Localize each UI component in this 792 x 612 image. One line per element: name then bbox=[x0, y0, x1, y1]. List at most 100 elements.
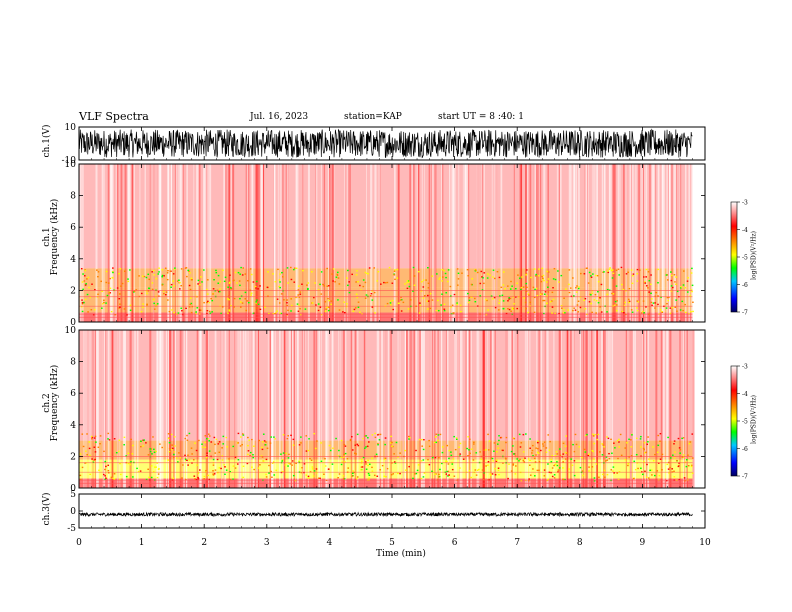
ch1-spectrogram-speckle bbox=[419, 302, 421, 304]
ch1-spectrogram-speckle bbox=[101, 307, 103, 309]
ch2-spectrogram-speckle bbox=[91, 458, 93, 460]
ch1-spectrogram-speckle bbox=[259, 308, 262, 311]
ch2-spectrogram-speckle bbox=[188, 432, 191, 435]
ch1-spectrogram-speckle bbox=[667, 299, 670, 302]
ch2-spectrogram-speckle bbox=[669, 457, 672, 459]
ch2-spectrogram-stripe bbox=[420, 330, 422, 488]
ch2-spectrogram-stripe bbox=[103, 330, 106, 488]
ch2-spectrogram-speckle bbox=[656, 470, 659, 472]
ch2-spectrogram-stripe bbox=[95, 330, 98, 488]
ch1-spectrogram-speckle bbox=[187, 269, 190, 272]
ch1-spectrogram-stripe bbox=[170, 164, 173, 322]
ch2-spectrogram-stripe bbox=[295, 330, 297, 488]
ch2-spectrogram-speckle bbox=[82, 445, 85, 448]
ch1-spectrogram-speckle bbox=[459, 304, 462, 307]
ch1-spectrogram-speckle bbox=[490, 295, 493, 297]
ch1-spectrogram-stripe bbox=[604, 164, 606, 322]
ch1-spectrogram-speckle bbox=[119, 303, 121, 305]
ch2-spectrogram-speckle bbox=[381, 464, 384, 467]
ch1-spectrogram-speckle bbox=[190, 277, 193, 280]
ch2-spectrogram-speckle bbox=[673, 476, 676, 478]
ch2-spectrogram-speckle bbox=[421, 445, 424, 447]
ch2-spectrogram-speckle bbox=[258, 439, 260, 442]
ch2-spectrogram-stripe bbox=[208, 330, 209, 488]
ch1-spectrogram-speckle bbox=[560, 307, 563, 309]
ch2-spectrogram-stripe bbox=[610, 330, 611, 488]
ch2-spectrogram-speckle bbox=[587, 454, 590, 457]
y-tick-label: 5 bbox=[70, 490, 76, 500]
ch1-spectrogram-speckle bbox=[630, 269, 633, 271]
ch2-spectrogram-stripe bbox=[364, 330, 366, 488]
ch1-spectrogram-speckle bbox=[256, 280, 258, 283]
ch2-spectrogram-speckle bbox=[550, 471, 552, 474]
ch2-spectrogram-stripe bbox=[579, 330, 582, 488]
ch1-spectrogram-speckle bbox=[293, 268, 295, 271]
ch1-spectrogram-speckle bbox=[222, 269, 224, 272]
ch2-spectrogram-speckle bbox=[229, 478, 232, 481]
ch1-spectrogram-speckle bbox=[543, 279, 545, 282]
ch1-spectrogram-speckle bbox=[119, 268, 122, 270]
ch2-spectrogram-speckle bbox=[491, 457, 494, 460]
ch2-spectrogram-stripe bbox=[173, 330, 176, 488]
ch2-spectrogram-speckle bbox=[672, 454, 674, 456]
ch2-spectrogram-speckle bbox=[635, 437, 638, 440]
ch2-spectrogram-stripe bbox=[364, 330, 366, 488]
ch2-spectrogram-speckle bbox=[447, 463, 450, 465]
ch2-spectrogram-speckle bbox=[512, 464, 514, 466]
ch2-spectrogram-speckle bbox=[684, 479, 686, 482]
ch2-spectrogram-stripe bbox=[134, 330, 136, 488]
ch1-spectrogram-stripe bbox=[393, 164, 396, 322]
ch1-spectrogram-speckle bbox=[647, 271, 650, 273]
ch1-spectrogram-speckle bbox=[152, 269, 155, 272]
ch1-spectrogram-speckle bbox=[597, 291, 599, 293]
ch2-spectrogram-speckle bbox=[507, 477, 509, 480]
ch2-spectrogram-speckle bbox=[450, 451, 452, 453]
ch1-spectrogram-speckle bbox=[189, 303, 192, 306]
ch2-spectrogram-stripe bbox=[96, 330, 100, 488]
ch2-spectrogram-stripe bbox=[440, 330, 442, 488]
ch1-spectrogram-speckle bbox=[500, 286, 503, 289]
ch2-spectrogram-stripe bbox=[252, 330, 255, 488]
ch1-spectrogram-speckle bbox=[552, 287, 554, 289]
ch1-spectrogram-speckle bbox=[552, 278, 555, 280]
ch1-spectrogram-speckle bbox=[314, 282, 316, 284]
ch2-spectrogram-speckle bbox=[364, 435, 366, 437]
ch2-spectrogram-speckle bbox=[445, 461, 447, 463]
ch1-spectrogram-stripe bbox=[491, 164, 493, 322]
ch1-spectrogram-speckle bbox=[357, 280, 359, 283]
ch2-spectrogram-speckle bbox=[582, 474, 584, 477]
ch1-spectrogram-speckle bbox=[319, 306, 322, 308]
ch2-spectrogram-speckle bbox=[173, 456, 175, 458]
ch1-spectrogram-speckle bbox=[153, 302, 155, 305]
ch1-spectrogram-speckle bbox=[494, 277, 496, 280]
ch2-spectrogram-speckle bbox=[497, 467, 500, 469]
ch2-spectrogram-speckle bbox=[570, 458, 573, 460]
ch1-spectrogram-speckle bbox=[307, 288, 309, 291]
ch2-spectrogram-stripe bbox=[313, 330, 316, 488]
ch1-spectrogram-stripe bbox=[667, 164, 669, 322]
ch1-spectrogram-speckle bbox=[600, 283, 603, 286]
ch1-spectrogram-stripe bbox=[669, 164, 671, 322]
ch2-spectrogram-stripe bbox=[629, 330, 632, 488]
ch2-spectrogram-speckle bbox=[547, 463, 549, 465]
ch1-spectrogram-stripe bbox=[398, 164, 400, 322]
ch2-spectrogram-speckle bbox=[222, 435, 225, 438]
ch2-spectrogram-stripe bbox=[279, 330, 281, 488]
ch1-spectrogram-speckle bbox=[632, 273, 635, 275]
ch1-spectrogram-speckle bbox=[127, 278, 129, 280]
ch2-spectrogram-stripe bbox=[156, 330, 158, 488]
ch1-spectrogram-speckle bbox=[101, 290, 103, 293]
ch2-spectrogram-speckle bbox=[685, 458, 688, 461]
ch1-spectrogram-speckle bbox=[568, 291, 571, 294]
ch1-spectrogram-speckle bbox=[547, 286, 549, 288]
ch2-spectrogram-speckle bbox=[559, 448, 561, 450]
ch1-spectrogram-stripe bbox=[132, 164, 134, 322]
ch2-spectrogram-speckle bbox=[448, 474, 450, 476]
ch2-spectrogram-speckle bbox=[94, 435, 97, 438]
ch1-spectrogram-speckle bbox=[627, 271, 629, 273]
ch2-spectrogram-speckle bbox=[373, 474, 376, 477]
ch1-spectrogram-speckle bbox=[618, 274, 620, 276]
ch2-spectrogram-speckle bbox=[168, 447, 171, 450]
ch2-spectrogram-speckle bbox=[344, 461, 346, 463]
ch1-spectrogram-speckle bbox=[286, 299, 288, 301]
